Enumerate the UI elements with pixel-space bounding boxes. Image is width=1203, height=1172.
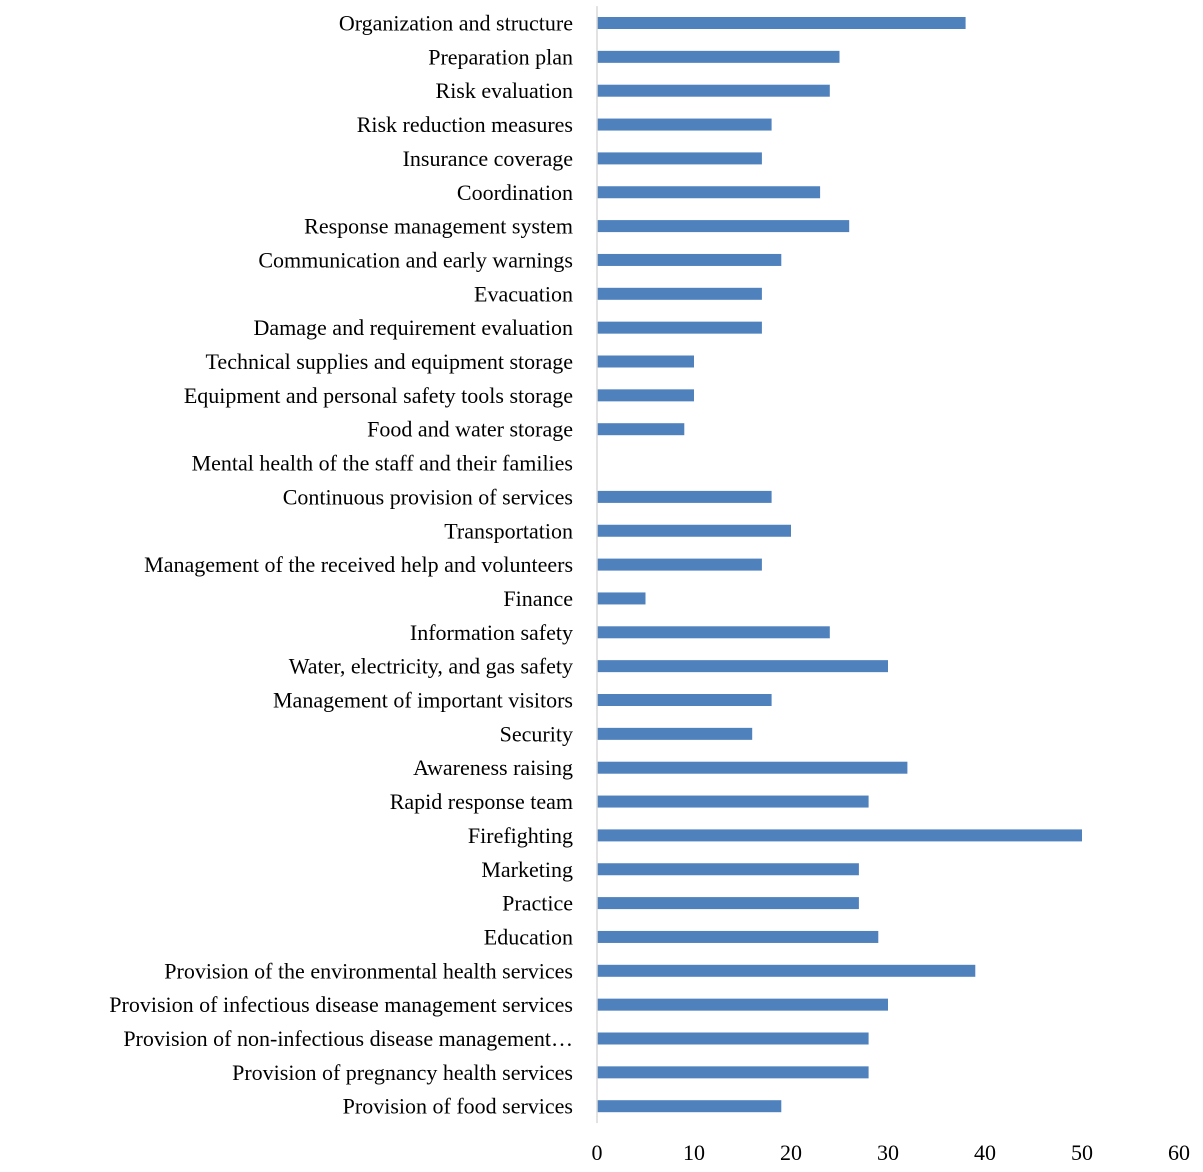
bar: [597, 829, 1082, 842]
category-label: Provision of pregnancy health services: [232, 1060, 573, 1085]
category-label: Continuous provision of services: [283, 484, 573, 509]
x-tick-label: 10: [683, 1140, 705, 1165]
category-label: Technical supplies and equipment storage: [206, 349, 573, 374]
bar: [597, 930, 879, 943]
category-label: Transportation: [444, 518, 573, 543]
category-label: Coordination: [457, 180, 573, 205]
bar: [597, 287, 762, 300]
bar: [597, 626, 830, 639]
x-tick-label: 20: [780, 1140, 802, 1165]
x-tick-label: 60: [1168, 1140, 1190, 1165]
bar: [597, 152, 762, 165]
bar: [597, 863, 859, 876]
category-label: Management of important visitors: [273, 688, 573, 713]
bar: [597, 660, 888, 673]
bar: [597, 694, 772, 706]
bar: [597, 423, 685, 436]
bar: [597, 592, 646, 605]
x-tick-label: 40: [974, 1140, 996, 1165]
bar: [597, 84, 830, 97]
category-label: Evacuation: [474, 281, 573, 306]
x-tick-label: 50: [1071, 1140, 1093, 1165]
bar: [597, 964, 976, 977]
bar: [597, 118, 772, 131]
category-label: Security: [500, 721, 573, 746]
category-label: Provision of the environmental health se…: [164, 958, 573, 983]
bar: [597, 998, 888, 1011]
bar: [597, 1100, 782, 1113]
bar: [597, 558, 762, 571]
category-label: Rapid response team: [390, 789, 573, 814]
category-label: Food and water storage: [367, 417, 573, 442]
bars-layer: [597, 17, 1082, 1113]
bar: [597, 17, 966, 29]
category-label: Marketing: [481, 857, 573, 882]
category-label: Provision of infectious disease manageme…: [109, 992, 573, 1017]
category-label: Finance: [503, 586, 573, 611]
category-label: Risk evaluation: [436, 78, 573, 103]
bar: [597, 50, 840, 63]
category-label: Response management system: [304, 214, 573, 239]
category-label: Provision of food services: [343, 1094, 573, 1119]
category-label: Risk reduction measures: [357, 112, 573, 137]
category-label: Firefighting: [468, 823, 573, 848]
category-label: Education: [484, 924, 573, 949]
category-label: Insurance coverage: [403, 146, 573, 171]
x-tick-label: 0: [592, 1140, 603, 1165]
bar: [597, 321, 762, 334]
category-label: Mental health of the staff and their fam…: [192, 451, 573, 476]
bar: [597, 389, 694, 402]
category-label: Management of the received help and volu…: [144, 552, 573, 577]
category-label: Equipment and personal safety tools stor…: [184, 383, 573, 408]
bar: [597, 490, 772, 503]
category-label: Information safety: [410, 620, 573, 645]
category-label: Practice: [502, 891, 573, 916]
bar: [597, 186, 821, 199]
category-label: Water, electricity, and gas safety: [289, 654, 573, 679]
bar: [597, 1032, 869, 1045]
category-label: Awareness raising: [413, 755, 573, 780]
category-label: Preparation plan: [428, 44, 573, 69]
category-label: Provision of non-infectious disease mana…: [123, 1026, 573, 1051]
bar: [597, 253, 782, 266]
category-label: Organization and structure: [339, 11, 573, 36]
bar: [597, 524, 791, 537]
category-labels: Organization and structure Preparation pl…: [109, 11, 573, 1119]
x-tick-label: 30: [877, 1140, 899, 1165]
bar: [597, 761, 908, 774]
bar: [597, 355, 694, 368]
category-label: Damage and requirement evaluation: [254, 315, 573, 340]
bar: [597, 795, 869, 808]
bar: [597, 220, 850, 233]
category-label: Communication and early warnings: [258, 247, 573, 272]
bar: [597, 897, 859, 910]
bar: [597, 727, 753, 740]
x-tick-labels: 0 10 20 30 40 50 60: [592, 1140, 1191, 1165]
bar: [597, 1066, 869, 1079]
